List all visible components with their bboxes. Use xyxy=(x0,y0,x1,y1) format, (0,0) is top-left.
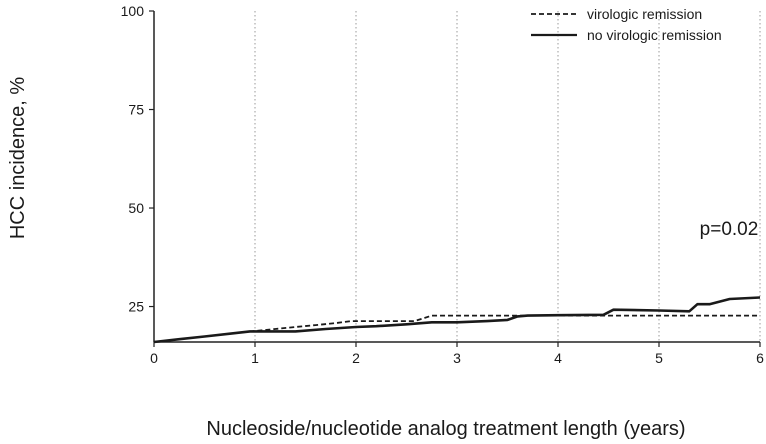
series-line-no-virologic-remission xyxy=(153,296,761,344)
y-tick-labels: 25 50 75 100 xyxy=(121,3,154,315)
x-axis-title: Nucleoside/nucleotide analog treatment l… xyxy=(206,418,685,440)
x-tick-label: 4 xyxy=(554,350,562,366)
y-tick-label: 50 xyxy=(128,200,144,216)
y-tick-label: 100 xyxy=(121,3,145,19)
gridlines xyxy=(254,11,761,342)
legend: virologic remission no virologic remissio… xyxy=(531,6,722,43)
y-axis-title: HCC incidence, % xyxy=(7,77,29,240)
series-lines xyxy=(153,296,761,344)
y-tick-label: 75 xyxy=(128,102,144,118)
x-tick-label: 5 xyxy=(655,350,663,366)
x-tick-labels: 0 1 2 3 4 5 6 xyxy=(150,342,764,366)
legend-label: virologic remission xyxy=(587,6,702,22)
p-value-annotation: p=0.02 xyxy=(700,219,759,240)
y-tick-label: 25 xyxy=(128,299,144,315)
x-tick-label: 0 xyxy=(150,350,158,366)
legend-label: no virologic remission xyxy=(587,27,722,43)
x-tick-label: 2 xyxy=(352,350,360,366)
x-tick-label: 3 xyxy=(453,350,461,366)
x-tick-label: 1 xyxy=(251,350,259,366)
x-tick-label: 6 xyxy=(756,350,764,366)
